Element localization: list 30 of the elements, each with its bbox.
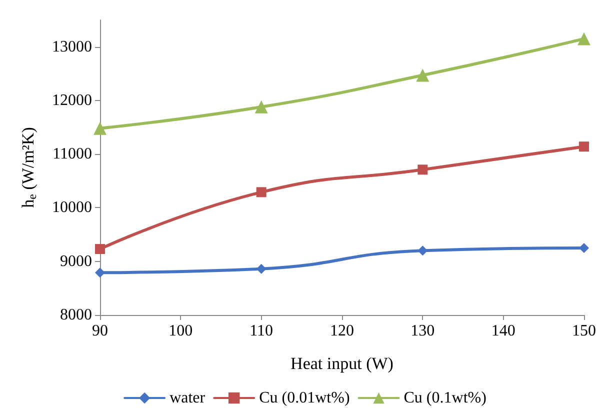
point [579, 142, 589, 152]
point [418, 164, 428, 175]
point [254, 100, 268, 114]
point [256, 187, 266, 198]
y-tick-label: 10000 [52, 199, 92, 216]
legend-label: Cu (0.1wt%) [404, 390, 486, 406]
y-tick-label: 13000 [52, 38, 92, 56]
y-tick-label: 12000 [52, 92, 92, 109]
legend-label: Cu (0.01wt%) [259, 390, 350, 406]
x-tick-label: 120 [330, 322, 354, 340]
x-tick-label: 110 [250, 322, 274, 340]
legend-label: water [170, 390, 206, 406]
point [416, 68, 430, 82]
x-tick-label: 130 [410, 322, 435, 340]
x-tick-label: 90 [92, 322, 108, 340]
point [94, 122, 106, 135]
y-tick-label: 11000 [52, 146, 92, 163]
x-axis-title: Heat input (W) [290, 354, 394, 373]
point [95, 244, 105, 254]
point [95, 268, 105, 278]
point [579, 242, 589, 253]
y-tick-label: 9000 [60, 252, 92, 270]
x-tick-label: 150 [572, 322, 596, 340]
x-tick-label: 140 [491, 322, 516, 340]
point [578, 32, 590, 46]
y-axis-title: he (W/m²K) [18, 127, 39, 208]
x-tick-label: 100 [168, 322, 193, 340]
point [256, 264, 266, 274]
y-tick-label: 8000 [60, 306, 92, 324]
point [418, 246, 428, 256]
